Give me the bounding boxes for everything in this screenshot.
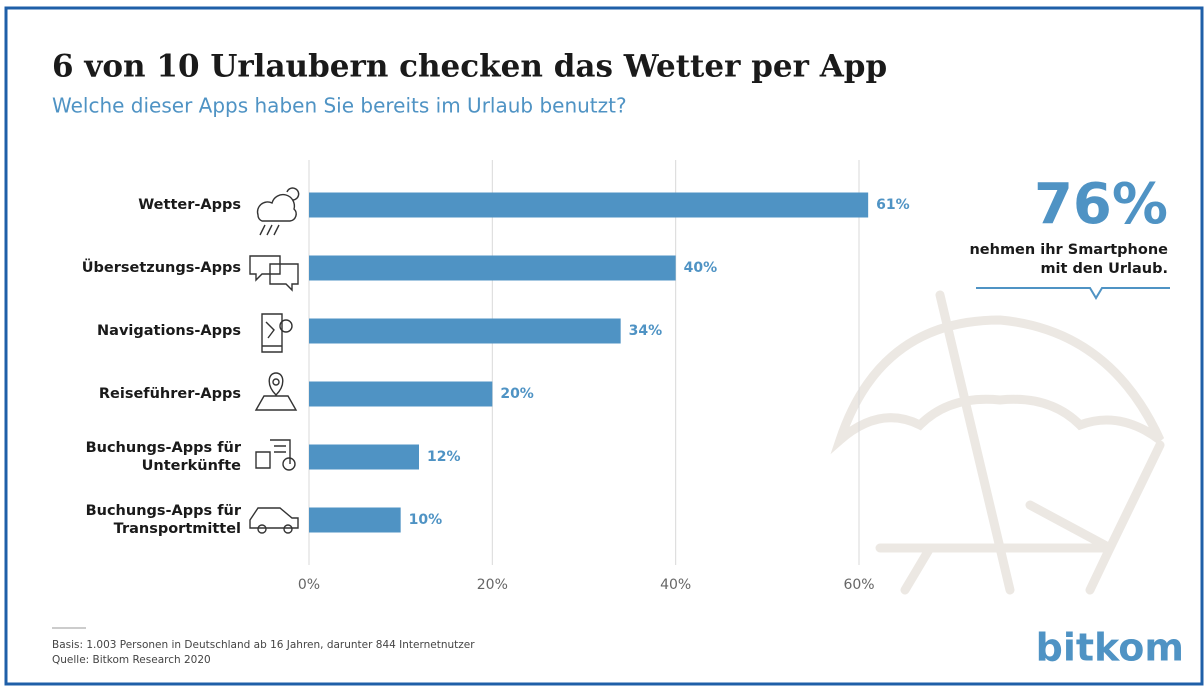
- y-tick-label: Übersetzungs-Apps: [82, 258, 241, 276]
- x-tick-label: 0%: [298, 577, 320, 593]
- y-tick-label: Buchungs-Apps für: [86, 440, 242, 456]
- y-tick-label: Buchungs-Apps für: [86, 503, 242, 519]
- y-tick-label: Wetter-Apps: [138, 197, 241, 213]
- bar: [309, 507, 401, 533]
- callout-line: [976, 287, 1170, 300]
- bar: [309, 255, 676, 281]
- callout-text: nehmen ihr Smartphone: [969, 242, 1168, 258]
- logo: bitkom: [1036, 626, 1184, 670]
- y-tick-label: Navigations-Apps: [97, 323, 241, 339]
- y-tick-label: Reiseführer-Apps: [99, 386, 241, 402]
- frame: [4, 6, 1204, 686]
- bar: [309, 444, 419, 470]
- value-label: 10%: [409, 512, 443, 528]
- callout-value: 76%: [1034, 172, 1168, 237]
- value-label: 20%: [500, 386, 534, 402]
- footnote: Basis: 1.003 Personen in Deutschland ab …: [52, 639, 475, 651]
- chart-title: 6 von 10 Urlaubern checken das Wetter pe…: [52, 49, 887, 85]
- y-tick-label: Transportmittel: [114, 521, 241, 537]
- callout-text: mit den Urlaub.: [1040, 261, 1168, 277]
- x-tick-label: 20%: [477, 577, 508, 593]
- x-tick-label: 60%: [843, 577, 874, 593]
- icons: [249, 187, 300, 534]
- value-label: 40%: [684, 260, 718, 276]
- value-label: 61%: [876, 197, 910, 213]
- footnote: Quelle: Bitkom Research 2020: [52, 654, 211, 666]
- y-tick-label: Unterkünfte: [142, 458, 242, 474]
- umbrella-decoration: [830, 290, 1165, 595]
- bar: [309, 381, 493, 407]
- x-tick-label: 40%: [660, 577, 691, 593]
- bar: [309, 318, 621, 344]
- chart-subtitle: Welche dieser Apps haben Sie bereits im …: [52, 94, 627, 118]
- value-label: 12%: [427, 449, 461, 465]
- value-label: 34%: [629, 323, 663, 339]
- bar: [309, 192, 869, 218]
